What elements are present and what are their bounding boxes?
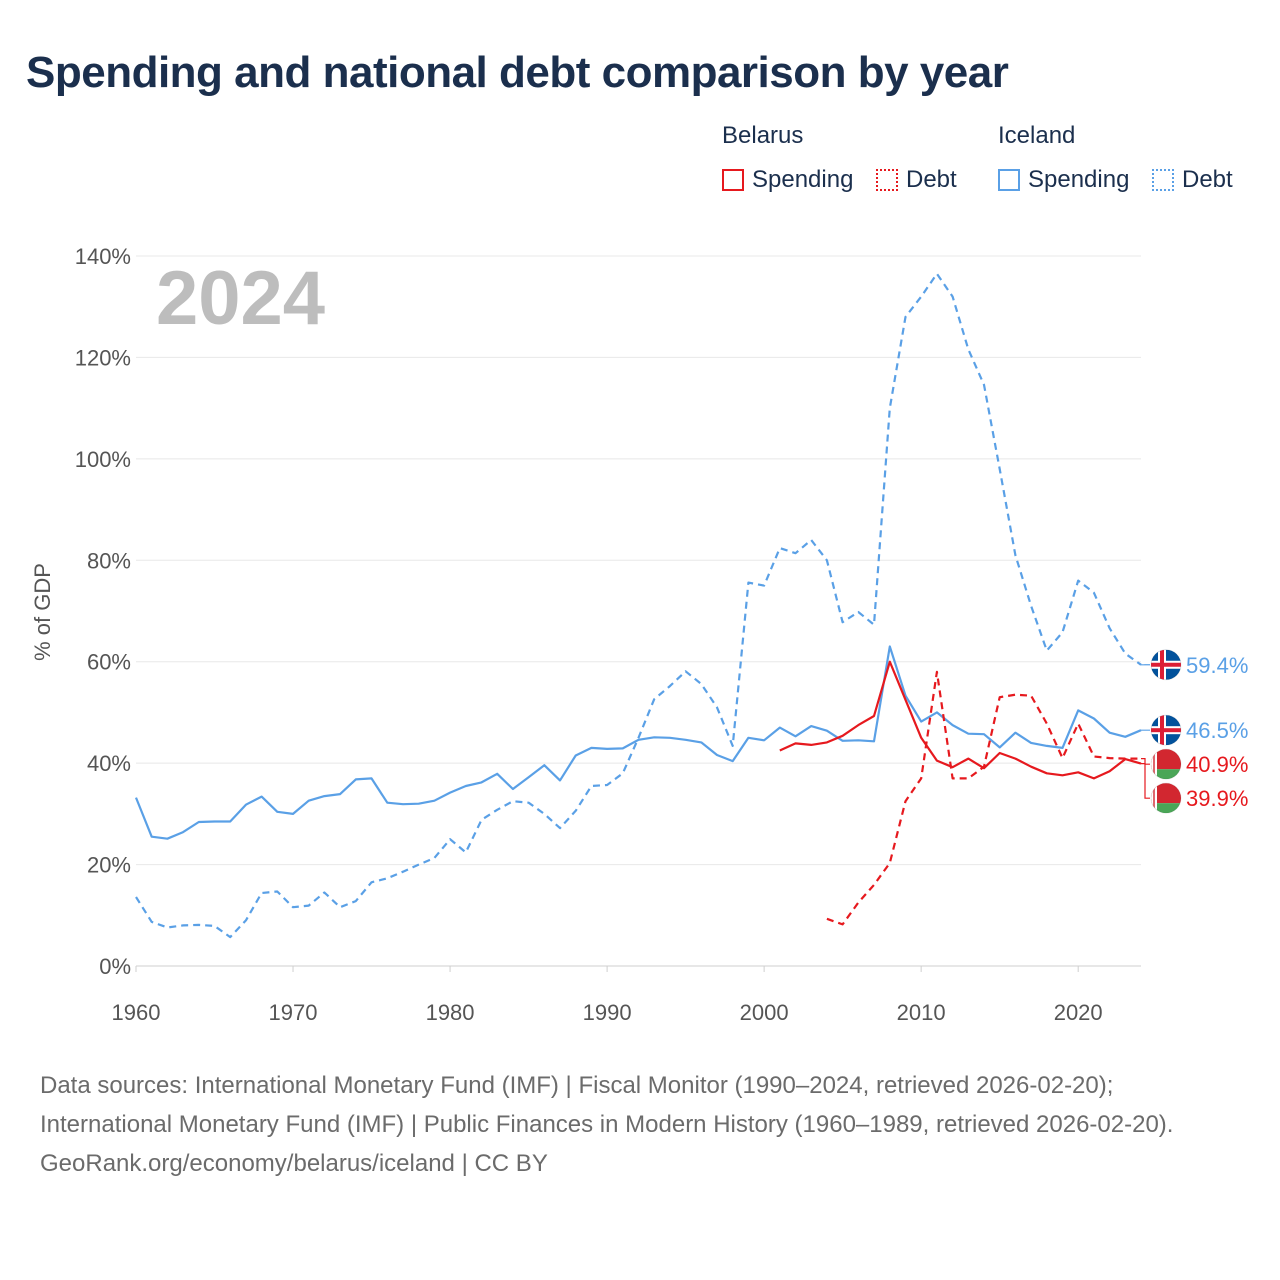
y-tick-label: 40%: [87, 751, 131, 776]
source-url-link[interactable]: GeoRank.org/economy/belarus/iceland | CC…: [40, 1150, 548, 1177]
belarus-flag-icon: [1150, 748, 1182, 780]
dotted-swatch-icon: [876, 169, 898, 191]
series-line-iceland-spending[interactable]: [134, 645, 1142, 840]
legend-label: Spending: [752, 166, 854, 193]
legend-item-belarus-spending[interactable]: Spending: [722, 166, 853, 194]
series-line-iceland-debt[interactable]: [135, 272, 1142, 939]
solid-swatch-icon: [722, 169, 744, 191]
x-tick-label: 1960: [112, 1000, 161, 1025]
y-tick-label: 80%: [87, 548, 131, 573]
legend-group-belarus: Belarus Spending Debt: [722, 122, 957, 193]
y-tick-label: 100%: [75, 447, 131, 472]
y-tick-label: 0%: [99, 954, 131, 979]
footer: Data sources: International Monetary Fun…: [40, 1066, 1240, 1183]
data-sources-text: Data sources: International Monetary Fun…: [40, 1072, 1174, 1138]
y-tick-label: 60%: [87, 650, 131, 675]
current-year-label: 2024: [156, 256, 325, 341]
legend-group-iceland: Iceland Spending Debt: [998, 122, 1233, 193]
series-line-belarus-spending[interactable]: [779, 660, 1142, 780]
legend-country-belarus: Belarus: [722, 122, 804, 149]
iceland-flag-icon: [1150, 714, 1182, 746]
y-tick-label: 140%: [75, 244, 131, 269]
y-axis-title: % of GDP: [30, 563, 55, 661]
iceland-flag-icon: [1150, 649, 1182, 681]
legend-country-iceland: Iceland: [998, 122, 1076, 149]
belarus-flag-icon: [1150, 782, 1182, 814]
legend-item-iceland-debt[interactable]: Debt: [1152, 166, 1233, 194]
end-labels: 59.4% 46.5% 40.9% 39.9%: [1141, 649, 1248, 814]
legend-label: Debt: [1182, 166, 1233, 193]
grid: 0% 20% 40% 60% 80% 100% 120% 140% 1960 1970 1980 19…: [75, 244, 1141, 1025]
dotted-swatch-icon: [1152, 169, 1174, 191]
y-tick-label: 120%: [75, 345, 131, 370]
end-value-label: 46.5%: [1186, 718, 1248, 743]
label-connector: [1141, 757, 1150, 765]
x-tick-label: 1990: [583, 1000, 632, 1025]
end-value-label: 59.4%: [1186, 653, 1248, 678]
legend-item-belarus-debt[interactable]: Debt: [876, 166, 957, 194]
x-tick-label: 2020: [1054, 1000, 1103, 1025]
x-tick-label: 2010: [897, 1000, 946, 1025]
chart-title: Spending and national debt comparison by…: [26, 48, 1009, 97]
x-tick-label: 1980: [426, 1000, 475, 1025]
series-lines: [134, 272, 1142, 939]
line-chart: 0% 20% 40% 60% 80% 100% 120% 140% 1960 1970 1980 19…: [30, 244, 1248, 1025]
solid-swatch-icon: [998, 169, 1020, 191]
legend-label: Spending: [1028, 166, 1130, 193]
x-tick-label: 2000: [740, 1000, 789, 1025]
y-tick-label: 20%: [87, 853, 131, 878]
x-tick-label: 1970: [269, 1000, 318, 1025]
end-value-label: 40.9%: [1186, 752, 1248, 777]
legend-label: Debt: [906, 166, 957, 193]
end-value-label: 39.9%: [1186, 786, 1248, 811]
legend-item-iceland-spending[interactable]: Spending: [998, 166, 1129, 194]
label-connector: [1141, 762, 1150, 799]
series-line-belarus-debt[interactable]: [826, 670, 1141, 926]
